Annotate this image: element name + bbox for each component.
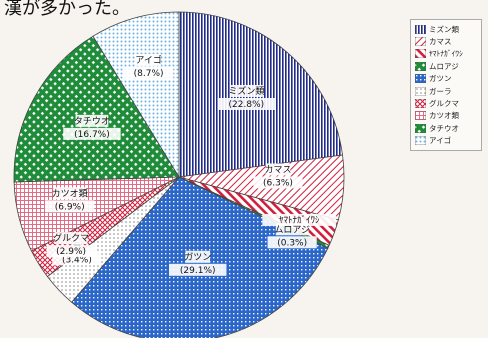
slice-label-bg bbox=[136, 53, 161, 66]
legend-swatch bbox=[415, 111, 426, 121]
pie-slice-10 bbox=[92, 11, 180, 179]
slice-percent-label: (8.7%) bbox=[134, 69, 164, 79]
slice-label: ムロアジ bbox=[274, 224, 310, 235]
slice-percent-label: (3.4%) bbox=[62, 255, 92, 265]
legend-swatch bbox=[415, 49, 426, 59]
legend-label: カマス bbox=[429, 37, 452, 47]
slice-label-bg bbox=[229, 84, 263, 97]
slice-label: カツオ類 bbox=[52, 188, 88, 199]
slice-label: グルクマ bbox=[53, 232, 89, 244]
slice-label-bg bbox=[265, 163, 291, 176]
slice-label-bg bbox=[63, 127, 121, 140]
legend-label: アイゴ bbox=[429, 136, 452, 146]
legend-item: タチウオ bbox=[415, 122, 477, 134]
slice-label-bg bbox=[169, 263, 227, 276]
slice-percent-label: (2.9%) bbox=[56, 247, 86, 257]
legend-label: ミズン類 bbox=[429, 24, 459, 34]
slice-percent-label: (0.3%) bbox=[277, 238, 307, 248]
slice-label-bg bbox=[45, 200, 95, 213]
legend-swatch bbox=[415, 61, 426, 71]
legend-label: タチウオ bbox=[429, 123, 459, 133]
slice-label: カマス bbox=[264, 164, 291, 175]
legend-swatch bbox=[415, 74, 426, 84]
legend: ミズン類カマス ﾔﾏﾄﾅｶﾞｲﾜｼ ムロアジガツンガーラグルクマカツオ類タチウオアイ… bbox=[410, 19, 482, 151]
slice-percent-label: (22.8%) bbox=[229, 100, 265, 110]
legend-item: ガーラ bbox=[415, 85, 477, 97]
slice-label-bg bbox=[75, 114, 109, 127]
slice-percent-label: (6.3%) bbox=[263, 178, 293, 188]
slice-label-bg bbox=[46, 245, 96, 258]
legend-label: ガーラ bbox=[429, 86, 452, 96]
slice-label-bg bbox=[262, 213, 337, 226]
slice-label: ガツン bbox=[184, 252, 211, 263]
legend-swatch bbox=[415, 86, 426, 96]
legend-swatch bbox=[415, 37, 426, 47]
pie-slices bbox=[13, 11, 345, 338]
legend-label: ﾔﾏﾄﾅｶﾞｲﾜｼ bbox=[429, 49, 463, 59]
legend-item: ﾔﾏﾄﾅｶﾞｲﾜｼ bbox=[415, 48, 477, 60]
legend-item: カツオ類 bbox=[415, 110, 477, 122]
slice-label-bg bbox=[275, 223, 309, 236]
slice-label-bg bbox=[53, 187, 87, 200]
legend-label: カツオ類 bbox=[429, 111, 459, 121]
legend-item: ムロアジ bbox=[415, 60, 477, 72]
pie-slice-9 bbox=[13, 35, 180, 183]
legend-label: ムロアジ bbox=[429, 61, 459, 71]
legend-item: グルクマ bbox=[415, 97, 477, 109]
slice-percent-label: (16.7%) bbox=[74, 130, 110, 140]
slice-label-bg bbox=[54, 232, 88, 245]
legend-label: ガツン bbox=[429, 74, 452, 84]
slice-label: ﾔﾏﾄﾅｶﾞｲﾜｼ bbox=[279, 215, 320, 226]
slice-percent-label: (6.9%) bbox=[55, 202, 85, 212]
legend-swatch bbox=[415, 123, 426, 133]
slice-label-bg bbox=[253, 176, 303, 189]
legend-swatch bbox=[415, 24, 426, 34]
slice-label-bg bbox=[217, 97, 276, 110]
slice-percent-label: (29.1%) bbox=[180, 266, 216, 276]
legend-item: ミズン類 bbox=[415, 23, 477, 35]
slice-label: アイゴ bbox=[135, 54, 162, 66]
slice-label-bg bbox=[185, 250, 211, 263]
slice-label-bg bbox=[267, 236, 317, 249]
legend-item: アイゴ bbox=[415, 135, 477, 147]
legend-item: カマス bbox=[415, 35, 477, 47]
legend-swatch bbox=[415, 99, 426, 109]
slice-label: タチウオ bbox=[74, 116, 110, 127]
page-caption: 漢が多かった。 bbox=[4, 0, 130, 19]
slice-label-bg bbox=[124, 66, 174, 79]
slice-label: ミズン類 bbox=[228, 85, 264, 97]
legend-label: グルクマ bbox=[429, 99, 459, 109]
legend-swatch bbox=[415, 136, 426, 146]
legend-item: ガツン bbox=[415, 73, 477, 85]
